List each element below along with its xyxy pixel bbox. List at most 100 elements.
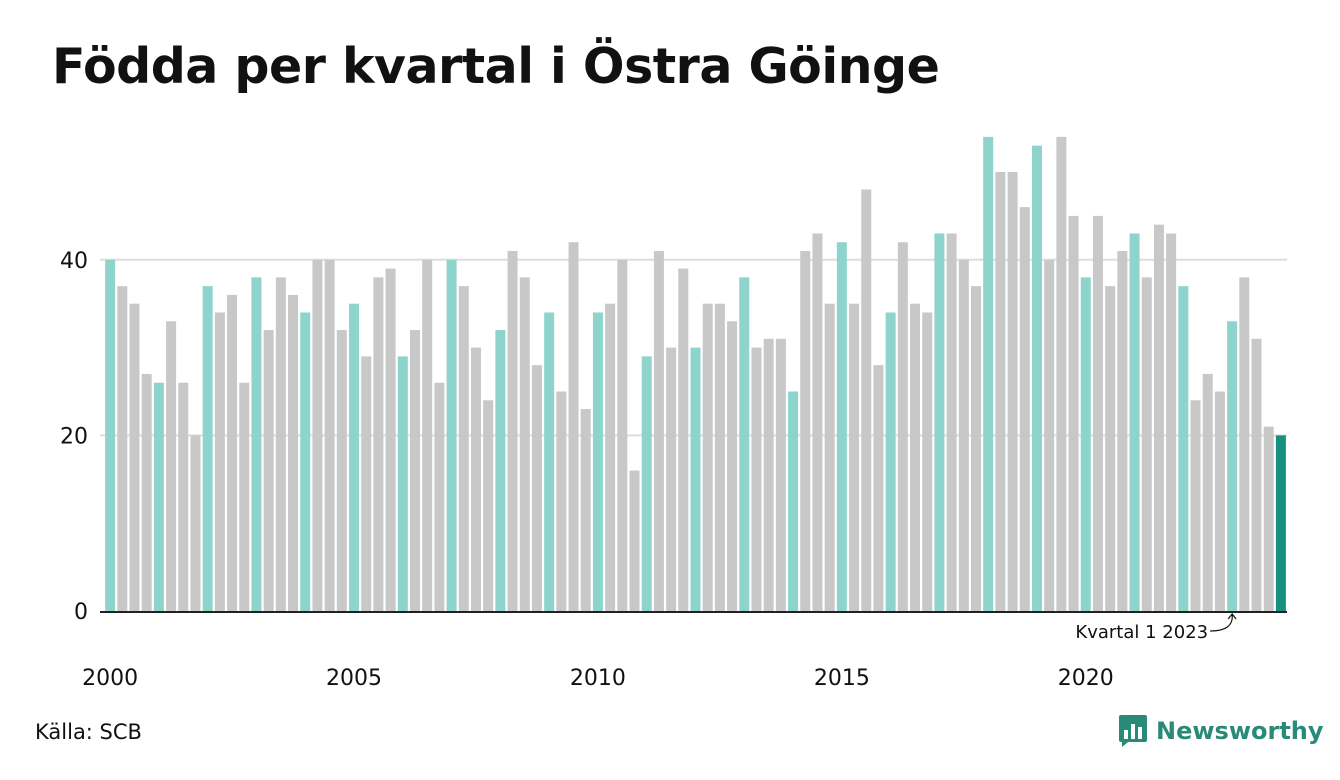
y-tick-label: 20 xyxy=(60,424,88,449)
bar xyxy=(958,259,969,611)
bar xyxy=(666,347,677,611)
bar xyxy=(385,268,396,611)
bar xyxy=(995,172,1006,611)
bar xyxy=(178,382,189,611)
bar xyxy=(678,268,689,611)
bar xyxy=(629,470,640,611)
bar xyxy=(1251,338,1262,611)
bar xyxy=(800,251,811,611)
bar xyxy=(1227,321,1238,611)
brand-name: Newsworthy xyxy=(1156,717,1324,745)
x-tick-label: 2005 xyxy=(326,666,382,691)
bar xyxy=(1080,277,1091,611)
bar xyxy=(641,356,652,611)
bar xyxy=(227,294,238,611)
bar xyxy=(788,391,799,611)
bar xyxy=(727,321,738,611)
annotation: Kvartal 1 2023 xyxy=(1075,613,1237,643)
y-tick-labels: 0 20 40 xyxy=(60,249,88,625)
bar xyxy=(446,259,457,611)
source-note: Källa: SCB xyxy=(35,720,142,744)
bar xyxy=(1105,286,1116,611)
annotation-arrow xyxy=(1210,613,1237,632)
bar xyxy=(946,233,957,611)
bar xyxy=(971,286,981,611)
bar xyxy=(141,373,152,611)
bar xyxy=(373,277,384,611)
bar xyxy=(934,233,945,611)
bar xyxy=(239,382,250,611)
bar xyxy=(1190,400,1201,611)
bar xyxy=(1007,172,1018,611)
bar xyxy=(1153,224,1164,611)
bar xyxy=(519,277,530,611)
bar xyxy=(336,330,347,611)
y-tick-label: 0 xyxy=(74,600,88,625)
bar xyxy=(1068,215,1079,611)
bar xyxy=(1019,207,1030,611)
bar xyxy=(1178,286,1189,611)
bar xyxy=(812,233,823,611)
bar xyxy=(605,303,616,611)
bar xyxy=(275,277,286,611)
bar xyxy=(910,303,921,611)
bar xyxy=(470,347,481,611)
bar xyxy=(531,365,542,611)
bar xyxy=(153,382,164,611)
bar xyxy=(1044,259,1055,611)
bar xyxy=(544,312,555,611)
bar xyxy=(556,391,567,611)
bar xyxy=(653,251,664,611)
bar xyxy=(739,277,750,611)
bar xyxy=(983,136,994,611)
bar xyxy=(592,312,603,611)
bar xyxy=(312,259,323,611)
bar xyxy=(1092,215,1103,611)
bar xyxy=(873,365,884,611)
bar xyxy=(251,277,262,611)
bar xyxy=(861,189,872,611)
bar xyxy=(397,356,408,611)
bar xyxy=(507,251,518,611)
bar xyxy=(495,330,506,611)
bar xyxy=(190,435,201,611)
bar xyxy=(1117,251,1128,611)
bars xyxy=(105,136,1286,612)
bar xyxy=(617,259,628,611)
bar xyxy=(690,347,701,611)
bar xyxy=(1239,277,1250,611)
chart-title: Födda per kvartal i Östra Göinge xyxy=(52,38,940,95)
bar xyxy=(763,338,774,611)
y-tick-label: 40 xyxy=(60,249,88,274)
bar xyxy=(849,303,860,611)
x-tick-labels: 2000 2005 2010 2015 2020 xyxy=(82,666,1114,691)
bar xyxy=(458,286,469,611)
x-tick-label: 2010 xyxy=(570,666,626,691)
bar xyxy=(129,303,140,611)
x-tick-label: 2000 xyxy=(82,666,138,691)
bar xyxy=(1214,391,1225,611)
bar xyxy=(214,312,225,611)
bar xyxy=(824,303,835,611)
brand-logo: Newsworthy xyxy=(1118,714,1324,748)
bar xyxy=(105,259,116,611)
annotation-label: Kvartal 1 2023 xyxy=(1075,622,1208,643)
bar xyxy=(324,259,335,611)
bar xyxy=(361,356,372,611)
bar xyxy=(836,242,847,612)
bar xyxy=(166,321,177,611)
bar xyxy=(1275,435,1286,611)
bar xyxy=(702,303,713,611)
bar xyxy=(580,409,591,611)
bar xyxy=(1129,233,1140,611)
bar xyxy=(714,303,725,611)
bar xyxy=(1166,233,1177,611)
bar xyxy=(885,312,896,611)
bar xyxy=(1202,373,1213,611)
bar xyxy=(409,330,420,611)
bar xyxy=(897,242,908,612)
bar xyxy=(422,259,433,611)
bar xyxy=(202,286,213,611)
bar xyxy=(775,338,786,611)
